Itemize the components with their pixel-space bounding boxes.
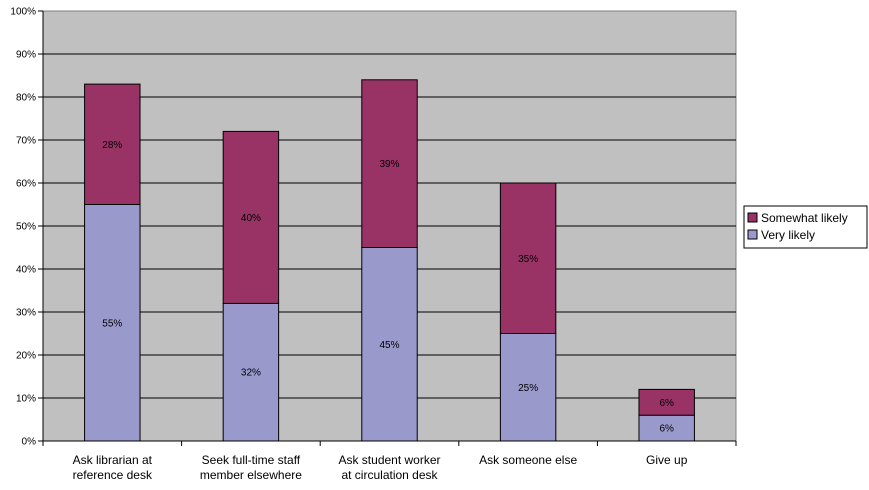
data-label: 32% [241, 368, 261, 379]
data-label: 55% [102, 318, 122, 329]
bar-segment-somewhat-likely [361, 79, 418, 248]
data-label: 40% [241, 213, 261, 224]
y-tick-label: 30% [16, 308, 36, 319]
legend: Somewhat likely Very likely [743, 205, 868, 249]
y-axis: 0% 10% 20% 30% 40% 50% 60% 70% 80% 90% 100% [10, 7, 44, 448]
data-label: 35% [518, 254, 538, 265]
y-tick-label: 10% [16, 394, 36, 405]
data-label: 39% [379, 159, 399, 170]
bar-segment-somewhat-likely [84, 83, 141, 205]
data-label: 6% [659, 424, 674, 435]
y-tick-label: 0% [22, 437, 37, 448]
bar-segment-somewhat-likely [222, 130, 280, 304]
legend-label: Somewhat likely [761, 211, 848, 225]
bar-segment-very-likely [361, 247, 418, 442]
y-tick-label: 60% [16, 179, 36, 190]
data-label: 25% [518, 383, 538, 394]
y-tick-label: 70% [16, 136, 36, 147]
x-category-label: Ask librarian at reference desk [73, 453, 153, 482]
bars: 55% 28% 32% 40% 45% 39% 25% 35% 6% 6% [84, 79, 695, 442]
y-tick-label: 50% [16, 222, 36, 233]
x-category-label: Ask someone else [479, 453, 577, 467]
y-tick-label: 20% [16, 351, 36, 362]
x-axis: Ask librarian at reference desk Seek full-… [42, 440, 737, 482]
y-tick-label: 100% [10, 7, 36, 18]
y-tick-label: 80% [16, 93, 36, 104]
y-tick-label: 40% [16, 265, 36, 276]
bar-segment-very-likely [638, 414, 695, 442]
legend-label: Very likely [761, 228, 815, 242]
x-category-label: Give up [646, 453, 688, 467]
data-label: 45% [379, 340, 399, 351]
y-tick-label: 90% [16, 50, 36, 61]
legend-box [743, 205, 868, 249]
x-category-label: Seek full-time staff member elsewhere [200, 453, 302, 482]
bar-segment-somewhat-likely [638, 388, 695, 416]
legend-swatch [747, 229, 758, 240]
data-label: 28% [102, 140, 122, 151]
legend-swatch [747, 212, 758, 223]
bar-segment-very-likely [84, 204, 141, 442]
bar-segment-somewhat-likely [499, 182, 557, 334]
x-category-label: Ask student worker at circulation desk [338, 453, 440, 482]
data-label: 6% [659, 398, 674, 409]
bar-segment-very-likely [499, 333, 557, 442]
